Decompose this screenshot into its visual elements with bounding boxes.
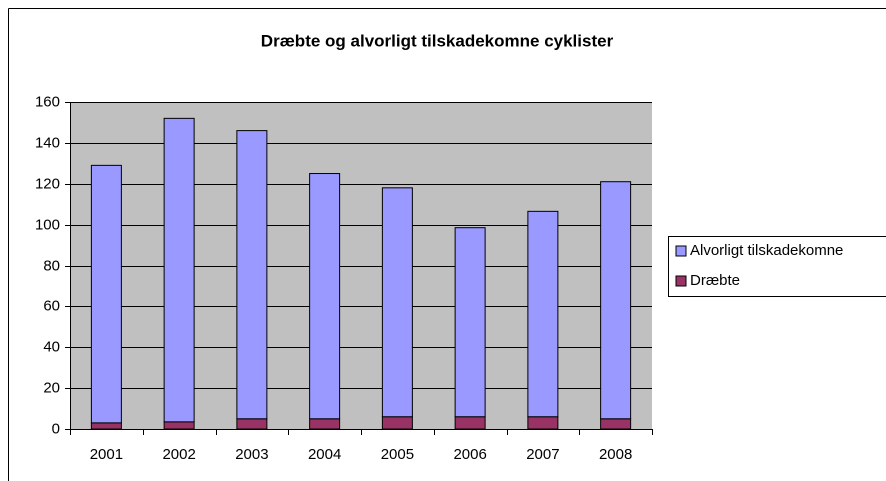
bar-segment (90, 164, 122, 424)
legend-label: Dræbte (690, 272, 740, 289)
bar-segment (454, 227, 486, 418)
y-tick-label: 160 (35, 93, 60, 110)
legend-box (668, 236, 886, 297)
y-tick-label: 60 (43, 297, 60, 314)
legend-swatch (675, 245, 687, 257)
bar-segment (381, 416, 413, 430)
bar-segment (527, 416, 559, 430)
bar-segment (163, 421, 195, 430)
bar-segment (600, 418, 632, 430)
bar-segment (236, 418, 268, 430)
x-tick-label: 2006 (453, 446, 486, 463)
bar-segment (309, 418, 341, 430)
x-tick-label: 2004 (308, 446, 341, 463)
y-tick-label: 120 (35, 175, 60, 192)
bar-segment (236, 130, 268, 420)
bar-segment (381, 187, 413, 418)
x-tick-label: 2008 (599, 446, 632, 463)
bar-segment (454, 416, 486, 430)
bar-segment (90, 422, 122, 430)
bar-segment (600, 181, 632, 420)
y-tick-label: 40 (43, 338, 60, 355)
bar-segment (163, 117, 195, 423)
plot-area (70, 102, 652, 429)
y-tick-label: 0 (52, 420, 60, 437)
y-tick-label: 140 (35, 134, 60, 151)
y-tick-label: 100 (35, 216, 60, 233)
x-tick-label: 2002 (162, 446, 195, 463)
x-tick-label: 2003 (235, 446, 268, 463)
y-tick-label: 80 (43, 257, 60, 274)
bar-segment (527, 210, 559, 418)
y-tick-label: 20 (43, 379, 60, 396)
x-tick-label: 2001 (90, 446, 123, 463)
bar-segment (309, 173, 341, 420)
legend-swatch (675, 275, 687, 287)
x-tick-label: 2007 (526, 446, 559, 463)
legend-label: Alvorligt tilskadekomne (690, 242, 843, 259)
x-tick-label: 2005 (381, 446, 414, 463)
chart-title: Dræbte og alvorligt tilskadekomne cyklis… (261, 31, 614, 50)
